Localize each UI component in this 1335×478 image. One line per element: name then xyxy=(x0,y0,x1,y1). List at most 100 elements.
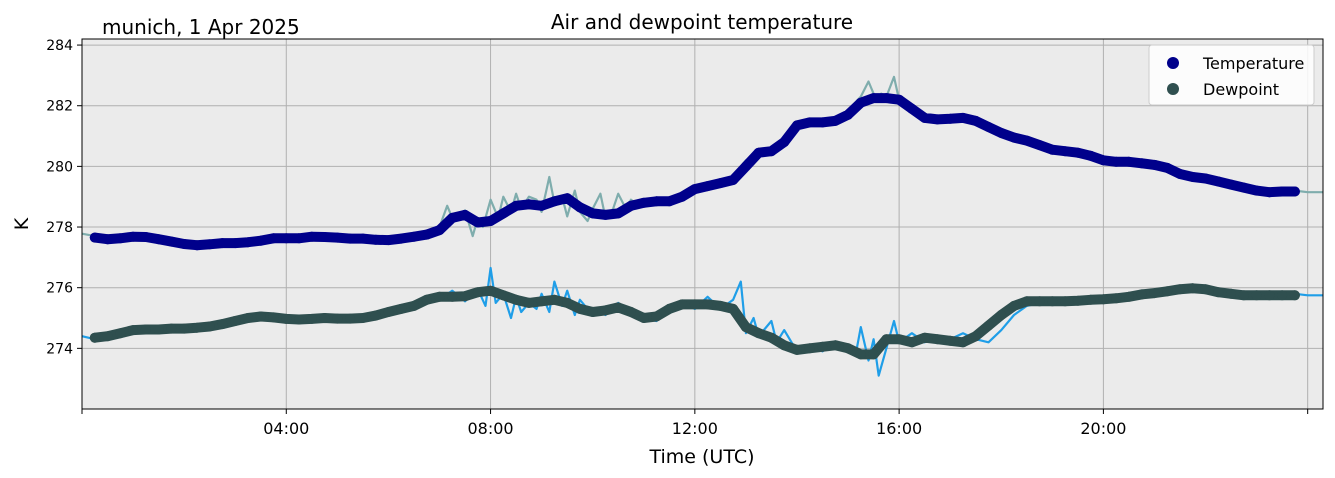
dewpoint-point xyxy=(357,313,368,323)
temperature-point xyxy=(128,231,139,242)
temperature-point xyxy=(1277,186,1288,197)
dewpoint-point xyxy=(230,316,241,326)
dewpoint-point xyxy=(983,320,994,331)
temperature-point xyxy=(740,161,751,172)
temperature-point xyxy=(906,103,917,114)
temperature-point xyxy=(881,93,892,104)
dewpoint-point xyxy=(396,303,407,314)
temperature-point xyxy=(983,122,994,132)
dewpoint-point xyxy=(792,344,802,355)
temperature-point xyxy=(523,199,534,210)
temperature-point xyxy=(792,120,802,131)
dewpoint-point xyxy=(1136,289,1147,300)
temperature-point xyxy=(843,109,853,120)
dewpoint-point xyxy=(1060,296,1071,307)
dewpoint-point xyxy=(255,311,266,322)
temperature-point xyxy=(1149,159,1160,170)
dewpoint-point xyxy=(804,343,815,354)
dewpoint-point xyxy=(498,290,509,301)
x-tick-label: 12:00 xyxy=(672,419,718,438)
temperature-point xyxy=(153,234,164,245)
dewpoint-point xyxy=(1034,296,1045,307)
y-tick-label: 276 xyxy=(46,281,73,297)
dewpoint-point xyxy=(128,325,139,336)
dewpoint-point xyxy=(268,312,279,323)
temperature-point xyxy=(1226,179,1237,190)
dewpoint-point xyxy=(179,323,190,334)
temperature-point xyxy=(1238,182,1249,193)
temperature-point xyxy=(485,216,496,226)
x-tick-label: 20:00 xyxy=(1080,419,1126,438)
temperature-point xyxy=(345,233,356,244)
temperature-point xyxy=(1187,172,1198,182)
temperature-point xyxy=(1098,155,1109,166)
x-tick-label: 16:00 xyxy=(876,419,922,438)
temperature-point xyxy=(1111,156,1122,167)
dewpoint-point xyxy=(996,310,1007,320)
x-axis: 04:00 08:00 12:00 16:00 20:00 xyxy=(81,409,1309,438)
dewpoint-point xyxy=(370,310,381,321)
temperature-point xyxy=(1200,173,1211,184)
temperature-point xyxy=(1009,132,1019,143)
legend-box xyxy=(1148,44,1315,106)
temperature-point xyxy=(587,208,598,219)
y-tick-label: 280 xyxy=(46,159,73,175)
dewpoint-point xyxy=(715,300,726,311)
dewpoint-point xyxy=(562,297,573,308)
temperature-point xyxy=(1060,146,1071,157)
dewpoint-point xyxy=(1200,284,1211,295)
temperature-point xyxy=(140,232,151,242)
temperature-point xyxy=(804,117,815,128)
legend-label-temperature: Temperature xyxy=(1202,54,1304,73)
dewpoint-point xyxy=(932,334,943,345)
temperature-point xyxy=(319,232,330,242)
dewpoint-point xyxy=(281,313,292,324)
temperature-point xyxy=(383,235,394,246)
dewpoint-point xyxy=(613,302,624,313)
dewpoint-point xyxy=(855,349,866,360)
temperature-point xyxy=(996,128,1007,138)
dewpoint-point xyxy=(472,287,483,298)
temperature-point xyxy=(243,237,253,248)
dewpoint-point xyxy=(421,294,432,305)
temperature-point xyxy=(511,200,522,211)
temperature-point xyxy=(294,233,304,244)
dewpoint-point xyxy=(970,331,981,342)
temperature-point xyxy=(753,147,764,158)
dewpoint-point xyxy=(485,285,496,296)
temperature-point xyxy=(574,202,585,213)
dewpoint-point xyxy=(1277,290,1288,301)
plot-frame xyxy=(81,38,1324,410)
temperature-point xyxy=(409,231,419,242)
dewpoint-point xyxy=(166,323,177,334)
temperature-point xyxy=(945,113,956,124)
dewpoint-point xyxy=(191,322,202,333)
temperature-point xyxy=(179,239,190,249)
temperature-point xyxy=(919,112,930,123)
dewpoint-point xyxy=(1009,300,1019,311)
dewpoint-point xyxy=(868,349,879,360)
dewpoint-point xyxy=(345,313,356,324)
y-tick-label: 284 xyxy=(46,38,73,54)
dewpoint-point xyxy=(1264,290,1275,301)
plot-area xyxy=(82,39,1323,409)
legend-label-dewpoint: Dewpoint xyxy=(1203,80,1279,99)
temperature-point xyxy=(498,208,509,219)
dewpoint-point xyxy=(523,297,534,308)
dewpoint-point xyxy=(906,337,917,348)
temperature-point xyxy=(281,233,292,244)
dewpoint-point xyxy=(294,314,304,325)
temperature-point xyxy=(1021,135,1032,146)
temperature-point xyxy=(766,146,777,157)
dewpoint-point xyxy=(766,332,777,343)
dewpoint-point xyxy=(677,299,688,310)
temperature-point xyxy=(728,175,739,185)
temperature-point xyxy=(613,208,624,219)
dewpoint-point xyxy=(945,335,956,346)
dewpoint-point xyxy=(881,334,892,345)
temperature-point xyxy=(1175,169,1185,179)
temperature-point xyxy=(894,94,905,105)
dewpoint-point xyxy=(102,331,113,342)
dewpoint-point xyxy=(894,334,905,345)
